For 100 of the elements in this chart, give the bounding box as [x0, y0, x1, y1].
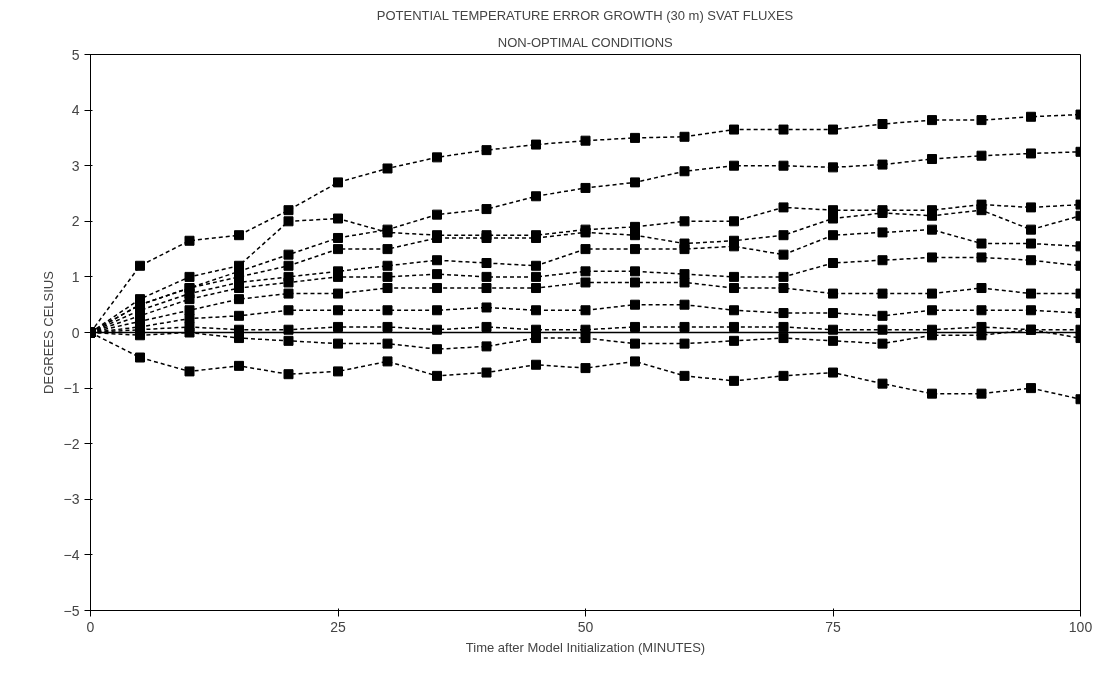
point: [382, 271, 393, 282]
point: [432, 269, 442, 280]
point: [778, 160, 789, 171]
point: [1026, 383, 1036, 394]
point: [580, 363, 591, 374]
point: [828, 213, 838, 224]
point: [778, 370, 789, 381]
point: [481, 271, 492, 282]
point: [531, 333, 541, 344]
point: [432, 152, 442, 163]
point: [531, 139, 541, 150]
point: [778, 333, 789, 344]
point: [333, 338, 343, 349]
point: [333, 177, 343, 188]
point: [630, 321, 640, 332]
point: [333, 232, 343, 243]
point: [778, 249, 789, 260]
point: [283, 216, 294, 227]
point: [630, 266, 640, 277]
point: [333, 321, 343, 332]
point: [630, 132, 640, 143]
point: [877, 119, 888, 129]
point: [580, 305, 591, 316]
point: [184, 313, 195, 324]
point: [481, 204, 492, 215]
point: [1026, 224, 1036, 235]
point: [432, 370, 442, 381]
point: [729, 124, 739, 135]
point: [432, 344, 442, 355]
point: [333, 366, 343, 377]
chart-title: POTENTIAL TEMPERATURE ERROR GROWTH (30 m) SVAT FLUXES: [376, 7, 794, 23]
point: [630, 338, 640, 349]
point: [1026, 255, 1036, 266]
point: [976, 321, 987, 332]
point: [580, 266, 591, 277]
point: [778, 283, 789, 294]
point: [729, 305, 739, 316]
point: [333, 244, 343, 255]
point: [927, 224, 937, 235]
point: [432, 324, 442, 335]
point: [976, 150, 987, 161]
point: [1026, 148, 1036, 159]
point: [877, 159, 888, 170]
point: [976, 238, 987, 249]
point: [481, 341, 492, 352]
point: [382, 321, 393, 332]
point: [778, 230, 789, 241]
point: [877, 378, 888, 389]
point: [283, 335, 294, 346]
y-tick-label: −1: [63, 380, 80, 397]
point: [135, 352, 145, 363]
point: [679, 269, 690, 280]
point: [1026, 202, 1036, 213]
point: [729, 335, 739, 346]
point: [283, 249, 294, 260]
point: [283, 369, 294, 380]
point: [135, 260, 145, 271]
point: [729, 216, 739, 227]
point: [877, 227, 888, 238]
chart-subtitle: NON-OPTIMAL CONDITIONS: [497, 34, 674, 50]
point: [382, 244, 393, 255]
point: [877, 324, 888, 335]
point: [531, 191, 541, 202]
point: [333, 213, 343, 224]
point: [531, 283, 541, 294]
point: [877, 255, 888, 266]
point: [481, 321, 492, 332]
point: [580, 135, 591, 146]
point: [679, 370, 690, 381]
y-tick-label: −5: [63, 602, 80, 619]
point: [679, 277, 690, 288]
point: [778, 124, 789, 135]
point: [531, 305, 541, 316]
point: [828, 367, 838, 378]
point: [432, 255, 442, 266]
point: [679, 299, 690, 310]
point: [729, 375, 739, 386]
point: [531, 271, 541, 282]
y-tick-label: 3: [71, 157, 80, 174]
point: [828, 230, 838, 241]
point: [1026, 238, 1036, 249]
point: [1026, 305, 1036, 316]
point: [481, 302, 492, 313]
point: [234, 294, 244, 305]
point: [828, 308, 838, 319]
point: [828, 124, 838, 135]
point: [630, 177, 640, 188]
point: [184, 235, 195, 246]
point: [382, 356, 393, 367]
point: [778, 308, 789, 319]
point: [283, 324, 294, 335]
point: [927, 305, 937, 316]
x-tick-label: 75: [825, 618, 841, 635]
x-tick-label: 0: [86, 618, 95, 635]
point: [630, 230, 640, 241]
point: [184, 366, 195, 377]
point: [679, 131, 690, 142]
point: [679, 166, 690, 177]
point: [976, 305, 987, 316]
point: [877, 338, 888, 349]
